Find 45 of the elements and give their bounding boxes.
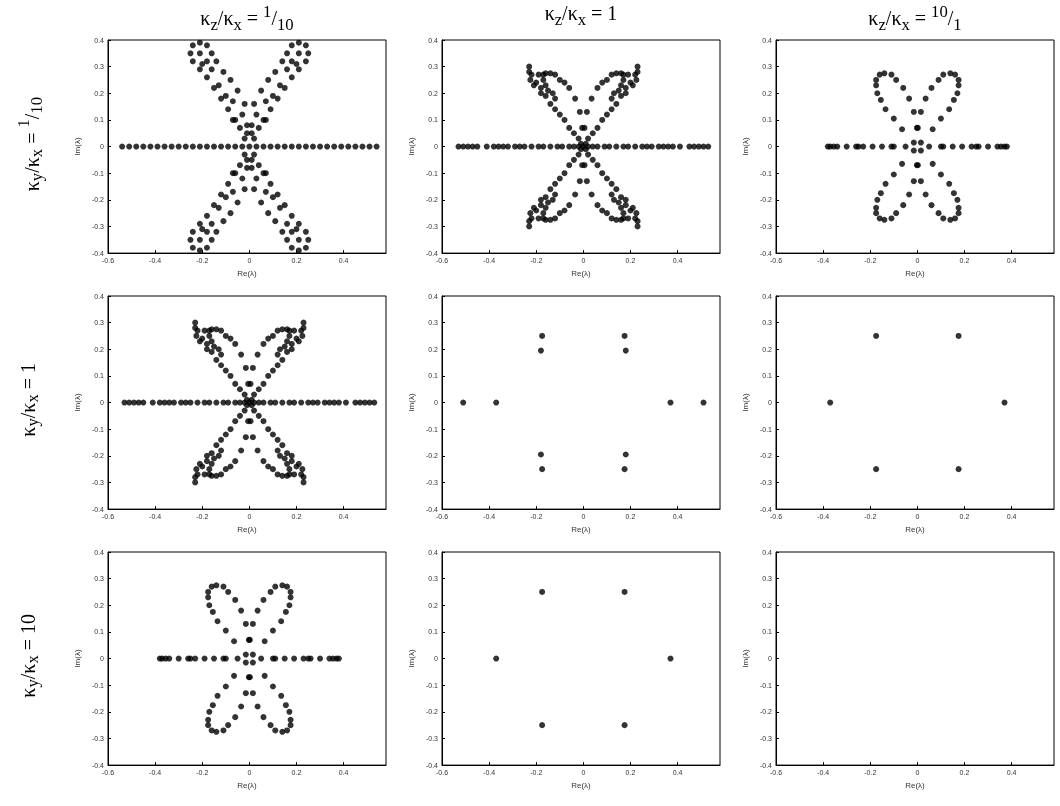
chart-title: κ$_{z}$/κ$_{x}$ = 1 [543, 2, 619, 30]
x-axis-title: Re(λ) [905, 780, 926, 790]
point [539, 722, 546, 729]
x-axis-title: Re(λ) [237, 524, 258, 534]
y-axis-title: Im(λ) [72, 393, 82, 412]
point [622, 347, 629, 354]
x-axis-title: Re(λ) [237, 268, 258, 278]
point [621, 466, 628, 473]
x-axis-title: Re(λ) [571, 268, 592, 278]
point [955, 332, 962, 339]
y-axis-title: Im(λ) [740, 649, 750, 668]
y-axis-title: Im(λ) [72, 137, 82, 156]
point [539, 466, 546, 473]
chart-title: κ$_{z}$/κ$_{x}$ = $^{1}$/$_{10}$ [199, 2, 295, 35]
point [621, 722, 628, 729]
y-axis-title: Im(λ) [406, 137, 416, 156]
point [493, 655, 500, 662]
point [700, 399, 707, 406]
y-axis-title: Im(λ) [72, 649, 82, 668]
chart-title: κ$_{z}$/κ$_{x}$ = $^{10}$/$_{1}$ [867, 2, 963, 35]
y-axis-title: Im(λ) [740, 137, 750, 156]
x-axis-title: Re(λ) [571, 524, 592, 534]
x-axis-title: Re(λ) [905, 268, 926, 278]
point [537, 347, 544, 354]
y-axis-title: Im(λ) [406, 393, 416, 412]
point [621, 588, 628, 595]
point [622, 451, 629, 458]
point [460, 399, 467, 406]
point [1001, 399, 1008, 406]
point [621, 332, 628, 339]
point [873, 332, 880, 339]
point [537, 451, 544, 458]
x-axis-title: Re(λ) [905, 524, 926, 534]
point [539, 332, 546, 339]
x-axis-title: Re(λ) [571, 780, 592, 790]
y-axis-title: Im(λ) [406, 649, 416, 668]
point [667, 655, 674, 662]
point [955, 466, 962, 473]
x-axis-title: Re(λ) [237, 780, 258, 790]
point [667, 399, 674, 406]
point [873, 466, 880, 473]
point [539, 588, 546, 595]
point [827, 399, 834, 406]
y-axis-title: Im(λ) [740, 393, 750, 412]
point [493, 399, 500, 406]
